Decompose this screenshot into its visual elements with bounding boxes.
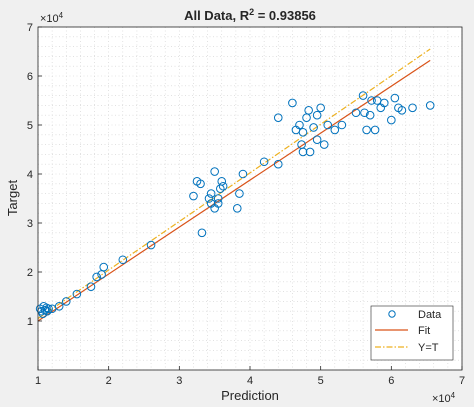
data-point (298, 128, 308, 137)
data-point (118, 255, 128, 265)
x-tick-label: 1 (35, 375, 41, 387)
data-point (360, 108, 369, 118)
chart-title-suffix: = 0.93856 (254, 8, 316, 23)
data-point (387, 115, 396, 125)
data-point (210, 167, 219, 176)
legend: Data Fit Y=T (370, 305, 454, 361)
x-exponent-base: ×10 (432, 393, 451, 405)
data-point (365, 110, 375, 120)
x-tick-label: 5 (318, 375, 324, 387)
data-point (99, 262, 109, 272)
data-point (38, 309, 48, 318)
data-point (323, 120, 333, 130)
x-tick-label: 3 (176, 375, 182, 387)
y-exponent-base: ×10 (40, 13, 59, 25)
data-point (312, 110, 322, 120)
data-point (204, 194, 214, 203)
data-point (61, 297, 71, 306)
y-exponent-power: 4 (59, 11, 64, 20)
legend-data-marker (388, 310, 396, 318)
legend-box (370, 305, 454, 361)
data-point (54, 302, 64, 311)
y-tick-label: 5 (27, 120, 33, 132)
data-point (206, 189, 216, 198)
data-point (305, 147, 315, 157)
data-point (232, 204, 242, 213)
data-point (218, 181, 228, 191)
data-point (337, 120, 347, 130)
data-point (197, 228, 207, 238)
data-point (358, 91, 368, 100)
data-point (351, 108, 361, 118)
data-point (92, 272, 101, 282)
data-point (397, 106, 407, 115)
data-point (238, 169, 248, 179)
x-tick-label: 2 (106, 375, 112, 387)
series-layer (35, 48, 435, 322)
data-point (217, 177, 227, 186)
chart-title: All Data, R2 = 0.93856 (184, 7, 316, 23)
y-exponent-label: ×104 (40, 11, 64, 25)
data-point (213, 194, 223, 203)
data-point (372, 96, 382, 105)
data-point (72, 289, 82, 299)
x-tick-label: 7 (459, 375, 465, 387)
data-point (309, 123, 318, 132)
y-tick-label: 2 (27, 267, 33, 279)
data-point (44, 304, 53, 314)
x-tick-label: 4 (247, 375, 253, 387)
chart-title-prefix: All Data, R (184, 8, 250, 23)
y-tick-label: 3 (27, 218, 33, 230)
x-exponent-label: ×104 (432, 391, 456, 405)
data-point (235, 189, 244, 198)
data-point (295, 120, 304, 130)
data-point (367, 96, 376, 105)
data-point (189, 191, 198, 201)
x-exponent-power: 4 (451, 391, 456, 400)
data-point (196, 179, 205, 189)
data-point (408, 103, 417, 113)
y-tick-label: 6 (27, 71, 33, 83)
data-point (370, 125, 380, 135)
legend-data-label: Data (418, 309, 442, 321)
ticks: 1 2 3 4 5 6 7 1 2 3 4 5 6 7 (27, 22, 465, 387)
x-tick-label: 6 (388, 375, 394, 387)
data-point (288, 98, 297, 108)
y-axis-label: Target (5, 180, 20, 217)
data-point (312, 135, 322, 144)
legend-identity-label: Y=T (418, 342, 439, 354)
y-tick-label: 7 (27, 22, 33, 34)
data-point (146, 240, 156, 250)
data-point (42, 306, 52, 316)
data-point (297, 140, 306, 149)
data-point (259, 157, 269, 167)
data-point (304, 106, 313, 115)
legend-fit-label: Fit (418, 325, 430, 337)
data-point (86, 282, 96, 292)
data-point (362, 125, 371, 135)
data-point (316, 103, 325, 113)
data-point (273, 113, 283, 122)
data-point (213, 199, 223, 208)
y-tick-label: 4 (27, 169, 33, 181)
data-point (425, 101, 435, 110)
data-point (273, 159, 283, 169)
data-point (319, 140, 329, 149)
data-point (330, 125, 340, 135)
chart-title-sup: 2 (249, 7, 254, 17)
x-axis-label: Prediction (221, 388, 279, 403)
data-point (390, 93, 400, 103)
y-tick-label: 1 (27, 316, 33, 328)
identity-line (37, 48, 431, 320)
